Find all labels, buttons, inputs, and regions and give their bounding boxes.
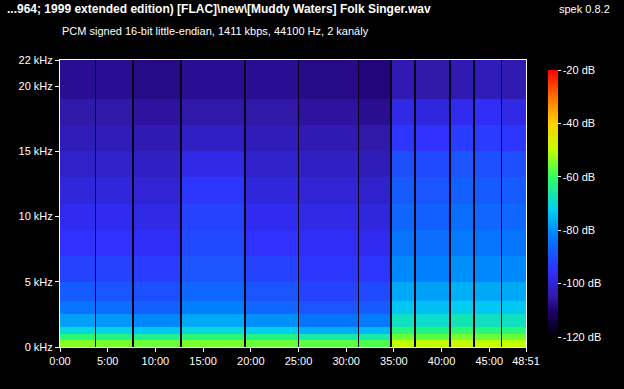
svg-text:PCM signed 16-bit little-endia: PCM signed 16-bit little-endian, 1411 kb… [62, 25, 369, 37]
svg-text:0 kHz: 0 kHz [25, 341, 53, 353]
svg-text:-60 dB: -60 dB [563, 171, 595, 183]
svg-text:25:00: 25:00 [285, 355, 313, 367]
svg-text:40:00: 40:00 [428, 355, 456, 367]
svg-text:-80 dB: -80 dB [563, 224, 595, 236]
svg-text:10:00: 10:00 [142, 355, 170, 367]
svg-text:20:00: 20:00 [237, 355, 265, 367]
svg-text:-120 dB: -120 dB [563, 331, 602, 343]
svg-text:5:00: 5:00 [97, 355, 118, 367]
svg-text:35:00: 35:00 [380, 355, 408, 367]
svg-text:45:00: 45:00 [476, 355, 504, 367]
svg-text:...964; 1999 extended edition): ...964; 1999 extended edition) [FLAC]\ne… [7, 2, 431, 16]
svg-text:0:00: 0:00 [49, 355, 70, 367]
svg-text:5 kHz: 5 kHz [25, 276, 53, 288]
svg-text:-40 dB: -40 dB [563, 117, 595, 129]
svg-text:22 kHz: 22 kHz [19, 54, 53, 66]
svg-text:15:00: 15:00 [189, 355, 217, 367]
svg-text:-100 dB: -100 dB [563, 277, 602, 289]
svg-text:15 kHz: 15 kHz [19, 145, 53, 157]
svg-text:30:00: 30:00 [332, 355, 360, 367]
svg-text:spek 0.8.2: spek 0.8.2 [559, 3, 610, 15]
svg-text:10 kHz: 10 kHz [19, 210, 53, 222]
svg-text:20 kHz: 20 kHz [19, 80, 53, 92]
svg-text:48:51: 48:51 [512, 355, 540, 367]
svg-text:-20 dB: -20 dB [563, 64, 595, 76]
